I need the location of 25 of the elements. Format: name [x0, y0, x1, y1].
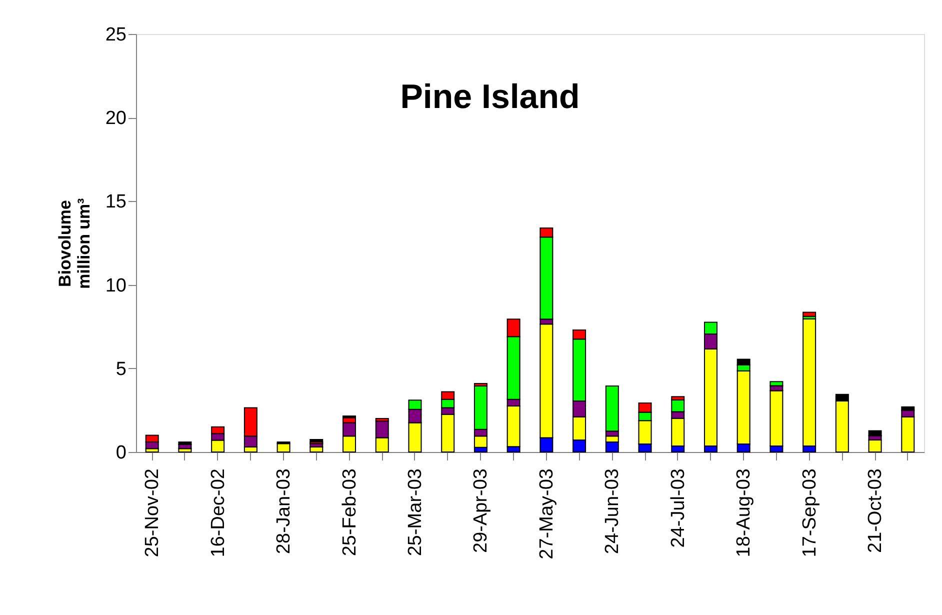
bar — [178, 441, 192, 445]
x-tick-label: 24-Jun-03 — [602, 468, 624, 554]
x-tick-label: 24-Jul-03 — [668, 468, 689, 548]
x-tick-label: 25-Nov-02 — [142, 468, 164, 558]
x-tick-label: 17-Sep-03 — [799, 468, 820, 558]
x-tick-label: 28-Jan-03 — [274, 468, 295, 554]
y-tick-label: 15 — [105, 192, 126, 213]
x-tick-label: 18-Aug-03 — [734, 468, 755, 558]
bar — [868, 430, 882, 436]
y-tick-label: 25 — [105, 24, 126, 46]
x-tick-label: 29-Apr-03 — [470, 468, 492, 553]
bar — [868, 439, 882, 452]
x-tick-label: 25-Mar-03 — [404, 468, 426, 556]
x-tick-label: 21-Oct-03 — [865, 468, 886, 553]
bar — [802, 312, 816, 317]
y-tick-label: 5 — [116, 358, 126, 380]
bar — [276, 443, 290, 452]
x-tick-label: 27-May-03 — [536, 468, 558, 560]
y-tick-label: 10 — [105, 275, 126, 296]
x-tick-label: 16-Dec-02 — [208, 468, 229, 558]
x-tick-label: 25-Feb-03 — [339, 468, 360, 556]
y-tick-label: 0 — [116, 442, 126, 464]
y-axis-title: Biovolume million um³ — [55, 198, 94, 289]
text: Pine Island — [400, 78, 580, 116]
y-tick-label: 20 — [105, 108, 126, 130]
